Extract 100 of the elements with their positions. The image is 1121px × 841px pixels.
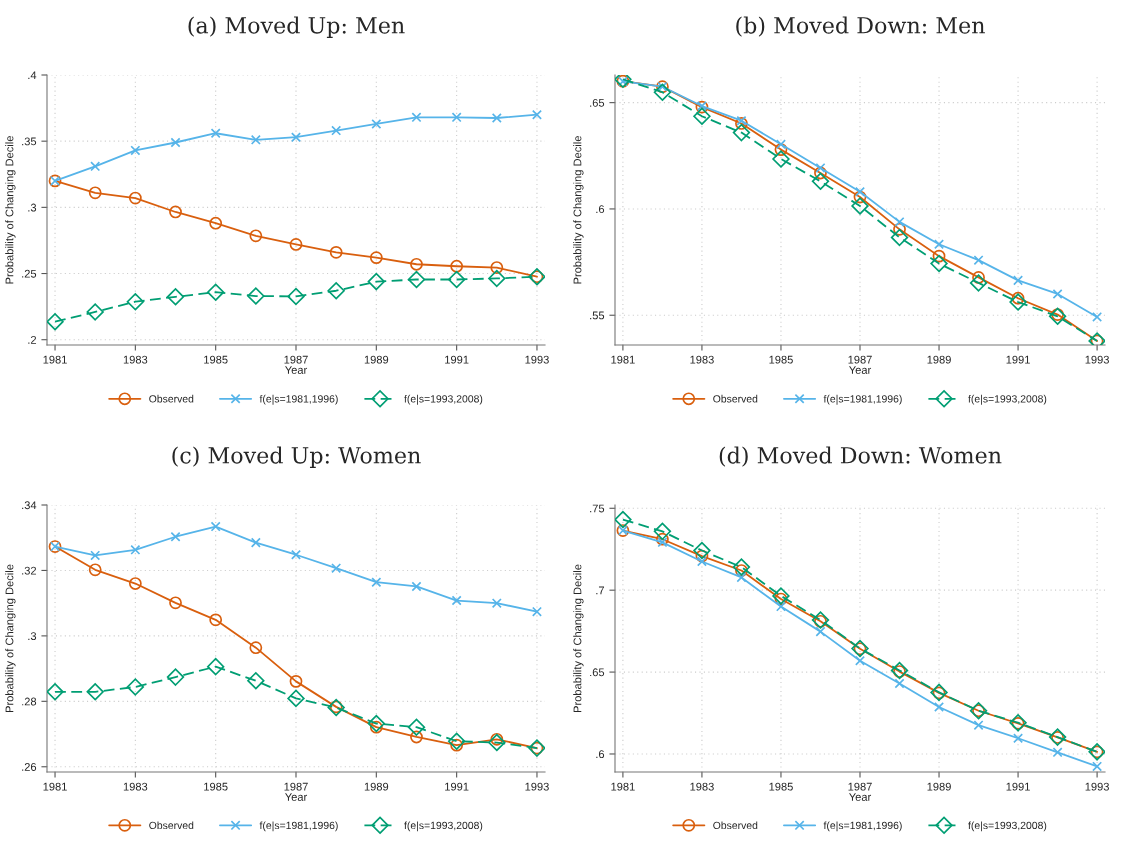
point xyxy=(86,303,104,321)
x-axis-title: Year xyxy=(285,793,308,801)
point xyxy=(488,269,506,288)
x-tick-label: 1989 xyxy=(364,782,389,791)
point xyxy=(1009,293,1027,311)
point xyxy=(693,107,711,125)
point xyxy=(247,287,265,305)
point xyxy=(774,592,788,606)
point xyxy=(932,249,946,263)
point xyxy=(130,544,141,555)
legend-label: f(e|s=1981,1996) xyxy=(823,821,902,832)
point xyxy=(126,293,145,311)
y-tick-label: .55 xyxy=(590,311,605,320)
point xyxy=(1052,747,1063,758)
legend-label: f(e|s=1993,2008) xyxy=(968,394,1047,405)
point xyxy=(90,161,101,172)
point xyxy=(287,689,305,708)
point xyxy=(772,150,790,168)
legend-label: f(e|s=1993,2008) xyxy=(968,821,1047,832)
legend-label: f(e|s=1993,2008) xyxy=(404,821,483,832)
y-tick-label: .35 xyxy=(22,137,37,146)
x-tick-label: 1987 xyxy=(284,355,308,364)
point xyxy=(736,572,747,583)
point xyxy=(209,216,223,230)
point xyxy=(1011,291,1025,305)
point xyxy=(811,172,830,190)
point xyxy=(656,532,669,546)
point xyxy=(371,577,382,588)
point xyxy=(169,205,182,219)
point xyxy=(1013,275,1024,286)
y-tick-label: .26 xyxy=(22,763,37,771)
point xyxy=(772,587,790,605)
x-tick-label: 1993 xyxy=(1085,355,1109,364)
y-tick-label: .28 xyxy=(22,697,37,706)
x-tick-label: 1983 xyxy=(690,782,714,791)
x-tick-label: 1987 xyxy=(848,782,872,791)
point xyxy=(250,134,261,145)
legend-label: f(e|s=1981,1996) xyxy=(823,394,902,405)
point xyxy=(1013,733,1024,744)
x-tick-label: 1993 xyxy=(1085,782,1109,791)
x-tick-label: 1989 xyxy=(927,782,951,791)
point xyxy=(775,139,786,150)
point xyxy=(166,288,185,306)
point xyxy=(735,117,748,130)
point xyxy=(249,641,263,655)
point xyxy=(206,657,225,676)
point xyxy=(815,626,826,637)
x-tick-label: 1987 xyxy=(848,355,872,364)
point xyxy=(653,522,672,541)
point xyxy=(210,128,221,139)
y-axis-title: Probability of Changing Decile xyxy=(5,136,16,284)
x-tick-label: 1981 xyxy=(43,355,67,364)
legend-label: Observed xyxy=(713,394,758,403)
legend-label: f(e|s=1981,1996) xyxy=(259,394,338,405)
chart-title: (c) Moved Up: Women xyxy=(172,446,421,468)
point xyxy=(1048,307,1067,325)
point xyxy=(853,190,867,204)
legend-label: f(e|s=1993,2008) xyxy=(404,394,483,405)
point xyxy=(693,541,711,560)
point xyxy=(331,125,342,136)
point xyxy=(1092,311,1103,322)
point xyxy=(451,112,462,123)
point xyxy=(491,598,502,609)
x-tick-label: 1991 xyxy=(1006,355,1030,364)
point xyxy=(890,228,909,247)
point xyxy=(170,531,181,542)
point xyxy=(736,115,747,126)
point xyxy=(250,537,261,548)
point xyxy=(894,216,905,227)
point xyxy=(969,274,988,292)
legend-label: Observed xyxy=(149,394,194,403)
point xyxy=(289,238,303,251)
chart-title: (b) Moved Down: Men xyxy=(736,16,985,37)
y-tick-label: .65 xyxy=(590,668,605,677)
legend-label: Observed xyxy=(149,821,194,830)
x-axis-title: Year xyxy=(849,366,872,374)
legend-label: Observed xyxy=(713,821,758,830)
y-tick-label: .32 xyxy=(22,566,37,575)
point xyxy=(696,556,707,567)
point xyxy=(814,166,827,180)
chart-title: (a) Moved Up: Men xyxy=(188,16,405,38)
y-tick-label: .25 xyxy=(22,269,37,278)
x-tick-label: 1993 xyxy=(525,782,549,791)
point xyxy=(411,112,422,123)
point xyxy=(854,186,866,197)
point xyxy=(1052,288,1063,299)
y-tick-label: .6 xyxy=(596,750,605,759)
point xyxy=(851,197,869,215)
x-tick-label: 1991 xyxy=(445,782,469,791)
point xyxy=(249,229,263,243)
point xyxy=(289,674,303,688)
point xyxy=(973,720,984,731)
point xyxy=(973,255,984,266)
point xyxy=(447,270,466,289)
point xyxy=(930,254,948,273)
point xyxy=(451,595,462,606)
point xyxy=(290,549,302,560)
point xyxy=(890,661,909,680)
point xyxy=(934,239,945,250)
point xyxy=(410,257,423,271)
